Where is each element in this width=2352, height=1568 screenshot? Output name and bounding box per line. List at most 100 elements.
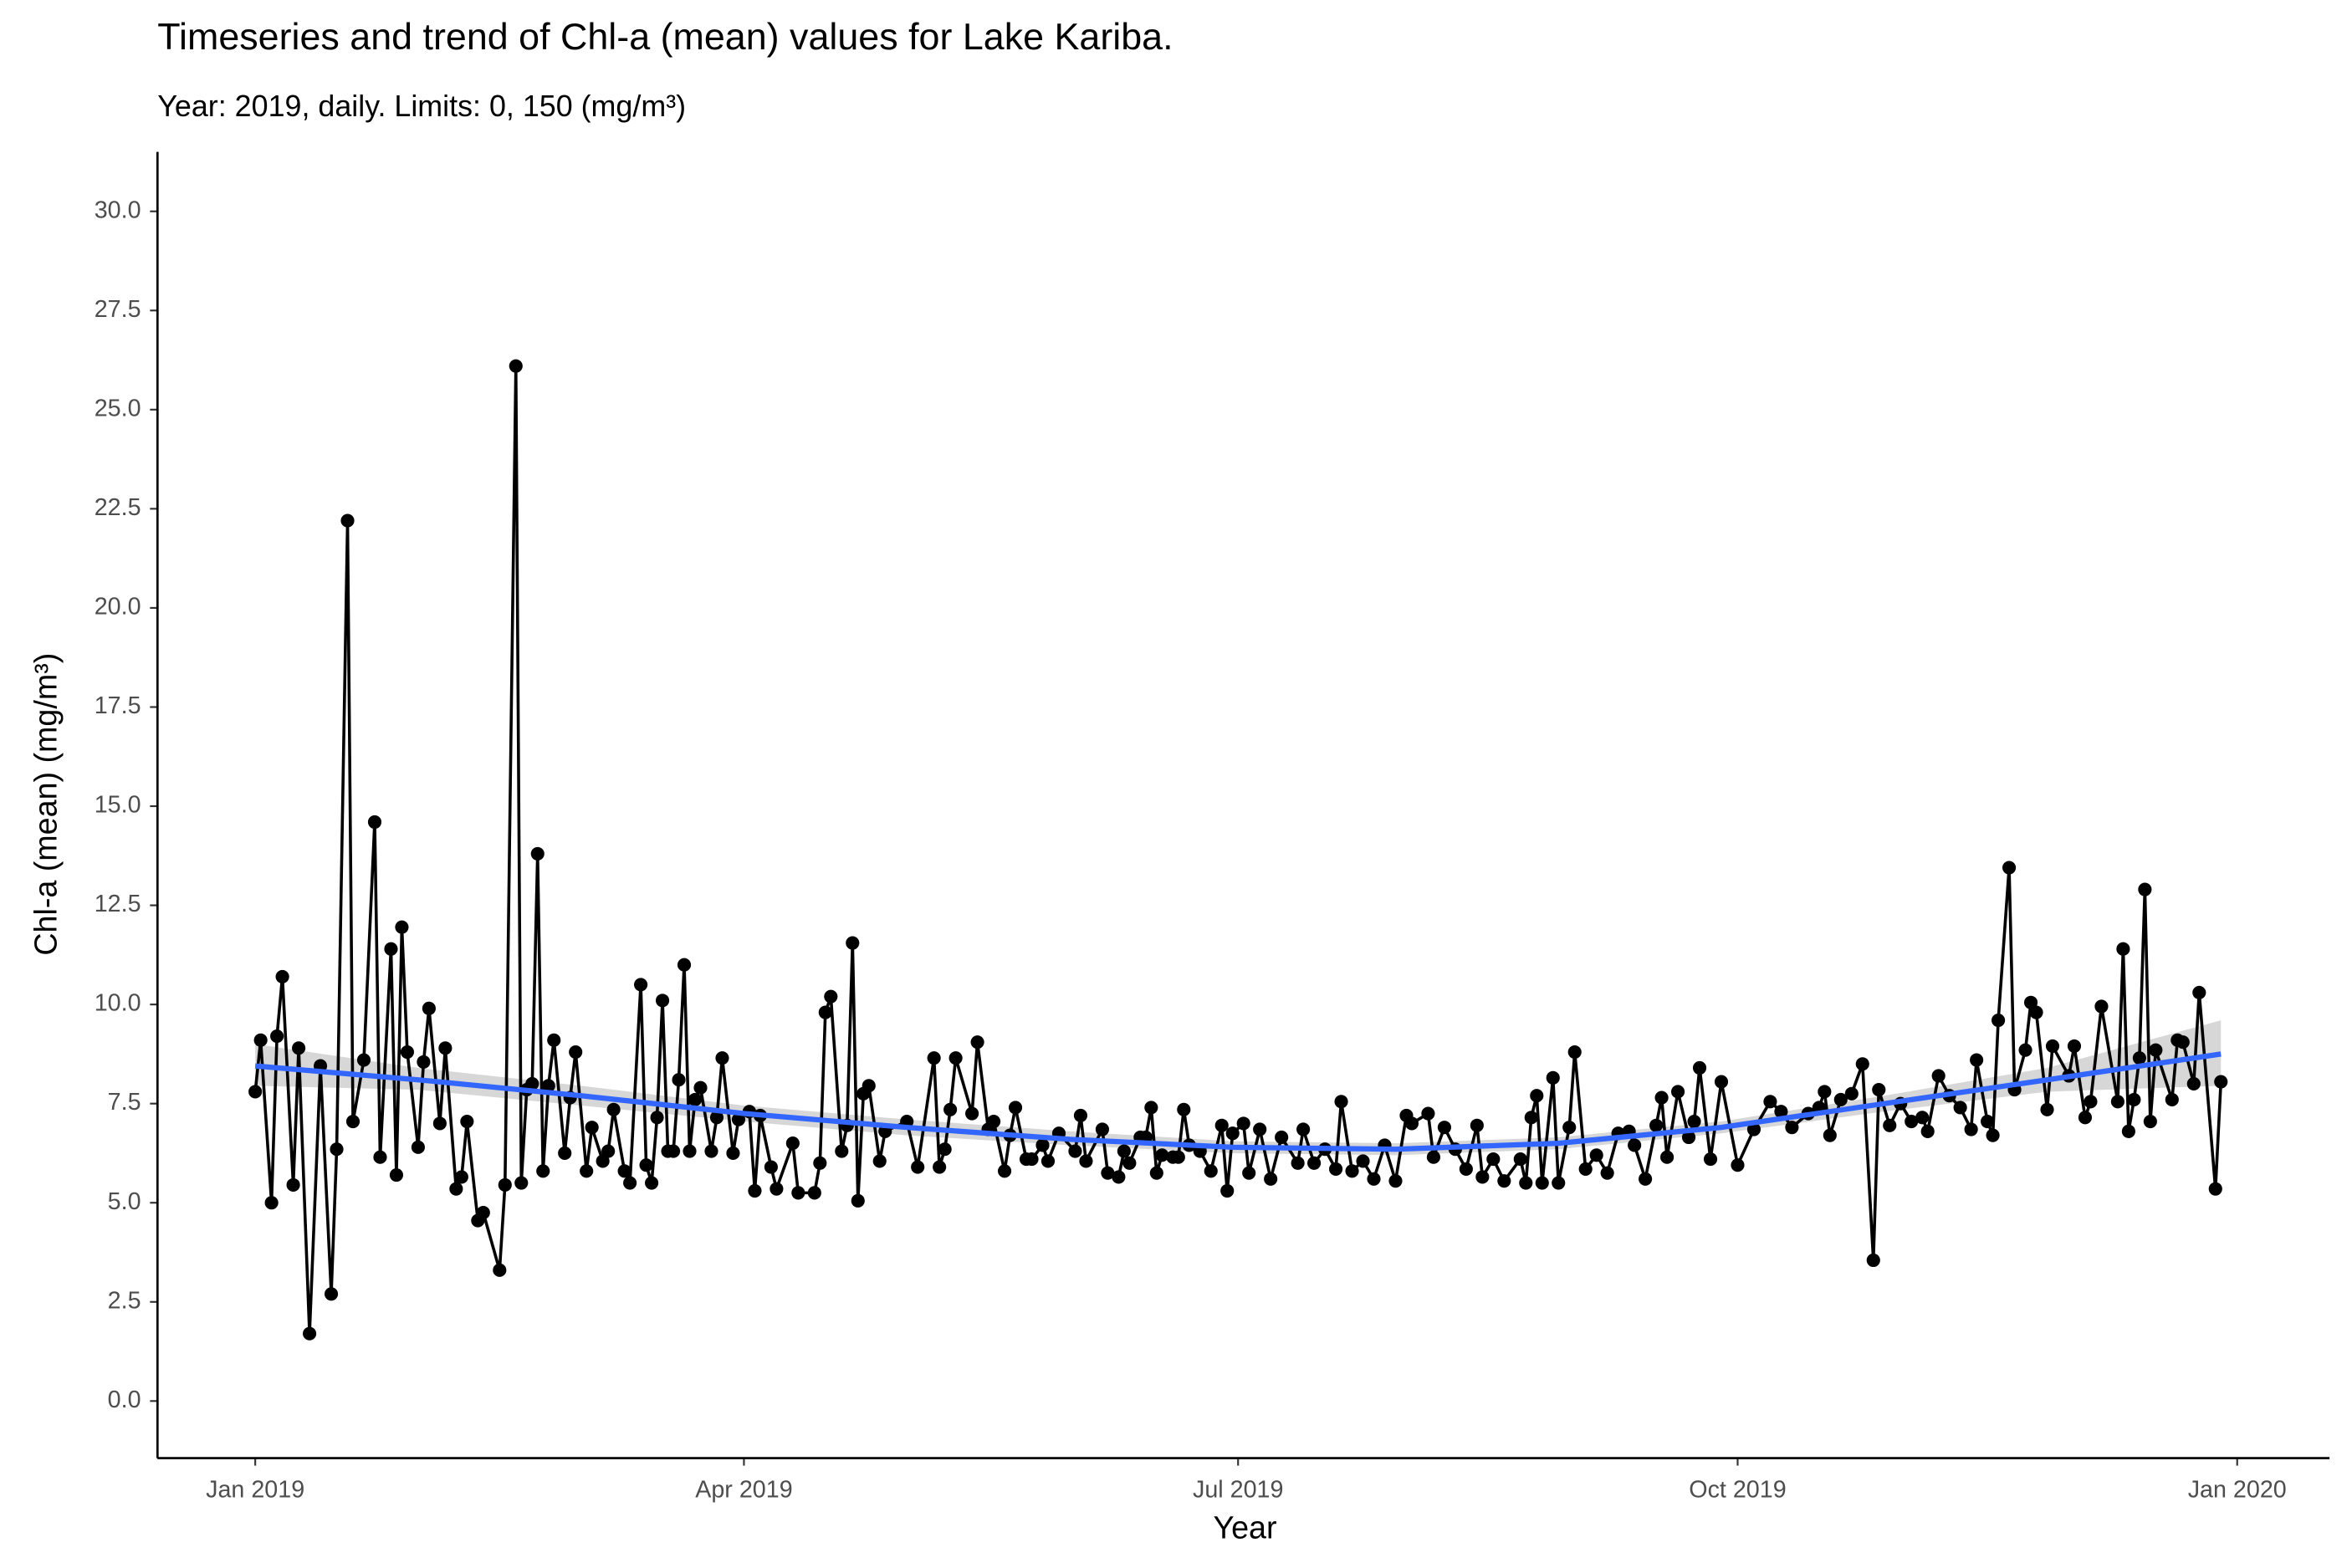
data-point <box>395 920 409 934</box>
data-point <box>2078 1111 2093 1125</box>
data-point <box>677 958 692 972</box>
data-point <box>530 846 545 861</box>
data-point <box>672 1073 686 1087</box>
trend-line <box>254 1051 2222 1152</box>
data-point <box>1524 1111 1538 1125</box>
data-point <box>862 1079 876 1093</box>
data-point <box>835 1144 849 1158</box>
data-point <box>927 1051 941 1065</box>
data-point <box>1818 1085 1832 1099</box>
data-point <box>1025 1152 1039 1167</box>
data-point <box>1291 1156 1305 1170</box>
data-point <box>1513 1152 1527 1167</box>
y-tick-label: 10.0 <box>95 990 141 1017</box>
data-point <box>1714 1075 1729 1089</box>
data-point <box>2176 1035 2190 1050</box>
data-point <box>986 1114 1001 1129</box>
data-point <box>650 1111 664 1125</box>
data-point <box>1600 1166 1614 1180</box>
data-point <box>818 1005 832 1019</box>
data-point <box>286 1177 300 1192</box>
data-point <box>1475 1170 1490 1184</box>
data-point <box>1953 1101 1967 1115</box>
data-point <box>846 936 860 950</box>
data-point <box>807 1186 821 1200</box>
y-tick-label: 12.5 <box>95 891 141 917</box>
y-tick-label: 7.5 <box>108 1089 141 1116</box>
data-point <box>400 1044 415 1060</box>
y-tick-label: 15.0 <box>95 792 141 819</box>
data-point <box>1144 1101 1158 1115</box>
y-tick-label: 5.0 <box>108 1188 141 1215</box>
data-point <box>1421 1106 1435 1121</box>
data-point <box>2029 1005 2043 1019</box>
data-point <box>1220 1183 1235 1198</box>
data-point <box>536 1164 550 1178</box>
data-point <box>1334 1095 1348 1109</box>
data-point <box>2127 1092 2141 1107</box>
data-point <box>2018 1043 2032 1057</box>
data-point <box>1155 1148 1169 1162</box>
data-point <box>558 1146 572 1161</box>
x-axis-label: Year <box>1213 1510 1276 1545</box>
data-point <box>1986 1128 2000 1142</box>
data-point <box>1264 1172 1278 1186</box>
data-point <box>547 1033 561 1047</box>
data-point <box>970 1035 984 1050</box>
data-point <box>872 1154 887 1168</box>
data-point <box>851 1193 865 1208</box>
data-point <box>1404 1116 1419 1131</box>
data-point <box>417 1055 431 1069</box>
data-point <box>569 1044 583 1060</box>
data-point <box>634 978 648 992</box>
data-point <box>2040 1102 2054 1116</box>
data-point <box>1253 1122 1267 1136</box>
data-point <box>1823 1128 1837 1142</box>
data-point <box>1703 1152 1718 1167</box>
data-point <box>1763 1095 1777 1109</box>
data-point <box>580 1164 594 1178</box>
data-point <box>270 1029 284 1044</box>
data-point <box>997 1164 1012 1178</box>
data-point <box>384 942 398 956</box>
data-point <box>785 1136 800 1151</box>
y-tick-label: 0.0 <box>108 1387 141 1413</box>
data-point <box>1567 1044 1582 1060</box>
data-point <box>709 1111 724 1125</box>
data-point <box>655 993 670 1008</box>
y-tick-label: 27.5 <box>95 296 141 323</box>
data-point <box>1660 1150 1675 1164</box>
data-point <box>1844 1086 1859 1101</box>
data-point <box>2121 1124 2135 1138</box>
data-point <box>606 1102 621 1116</box>
data-point <box>1112 1170 1126 1184</box>
data-point <box>1171 1150 1185 1164</box>
data-point <box>438 1041 453 1055</box>
data-point <box>1628 1138 1642 1152</box>
y-axis-label: Chl-a (mean) (mg/m³) <box>28 653 63 956</box>
data-point <box>1562 1121 1577 1135</box>
data-point <box>1774 1105 1788 1119</box>
y-tick-label: 20.0 <box>95 594 141 621</box>
data-point <box>1920 1124 1935 1138</box>
data-point <box>1535 1176 1549 1190</box>
data-point <box>1785 1121 1799 1135</box>
data-point <box>1654 1090 1669 1105</box>
data-point <box>1692 1060 1707 1075</box>
data-point <box>1426 1150 1440 1164</box>
data-point <box>1459 1162 1473 1176</box>
data-point <box>693 1080 708 1095</box>
data-point <box>2214 1075 2228 1089</box>
data-point <box>1931 1069 1946 1083</box>
data-point <box>938 1142 952 1157</box>
data-point <box>764 1160 778 1174</box>
data-point <box>1578 1162 1593 1176</box>
data-point <box>367 815 382 830</box>
data-point <box>303 1326 317 1341</box>
data-point <box>2208 1182 2222 1196</box>
y-tick-label: 30.0 <box>95 197 141 223</box>
data-point <box>1367 1172 1381 1186</box>
data-point <box>1122 1156 1137 1170</box>
